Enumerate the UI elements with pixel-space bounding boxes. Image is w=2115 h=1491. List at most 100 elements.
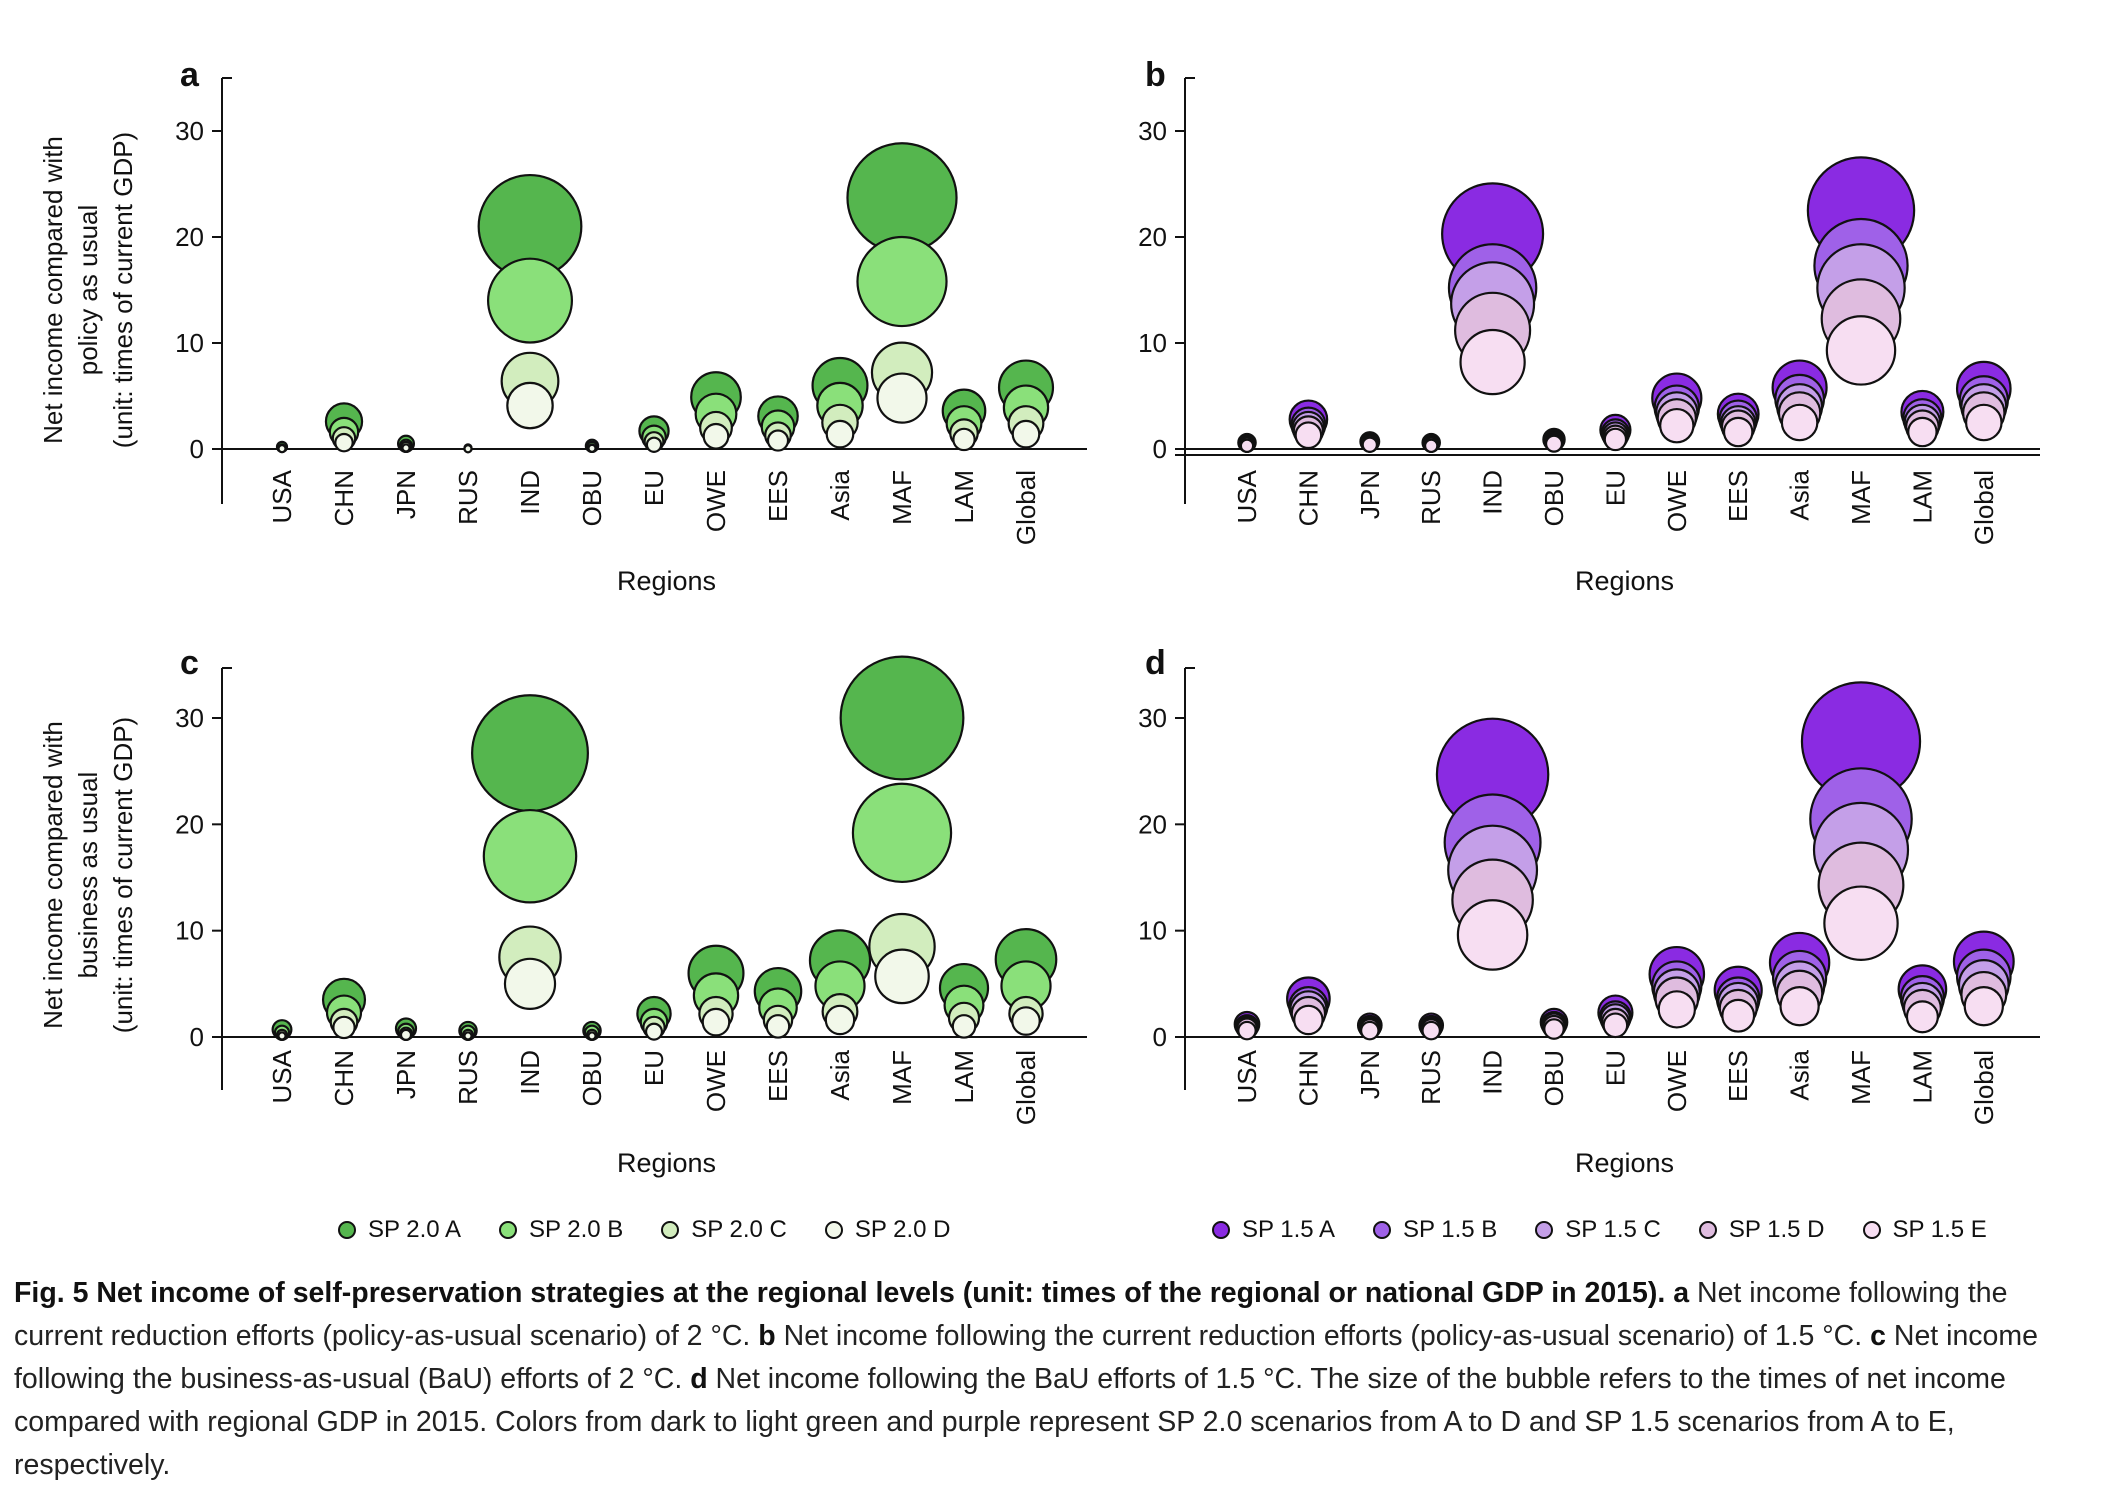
bubble [1011, 419, 1041, 449]
bubble [1239, 438, 1255, 454]
legend-label: SP 1.5 B [1402, 1216, 1498, 1243]
y-tick-label: 10 [1138, 916, 1167, 946]
x-tick-label: CHN [329, 470, 359, 526]
legend-swatch [1535, 1221, 1554, 1239]
panel-a: a 0 10 20 30 USA CHN JPN RUS IND OBU EU OWE EES Asia MA… [38, 56, 1087, 596]
legend-item: SP 1.5 B [1372, 1216, 1498, 1244]
x-axis-title: Regions [1575, 1148, 1674, 1178]
x-tick-label: JPN [391, 470, 421, 519]
legend-label: SP 2.0 D [854, 1216, 951, 1243]
series-sp-2-0-c [277, 341, 1045, 454]
x-tick-label: USA [267, 1049, 297, 1103]
x-tick-label: JPN [391, 1050, 421, 1099]
bubble [1603, 427, 1628, 452]
x-tick-label: EES [1723, 1050, 1753, 1102]
y-tick-label: 10 [175, 328, 204, 358]
x-tick-label: MAF [887, 470, 917, 525]
y-tick-label: 0 [1153, 434, 1167, 464]
y-axis-title-line: (unit: times of current GDP) [108, 132, 138, 448]
x-tick-label: OBU [1539, 470, 1569, 526]
x-tick-label: Asia [1785, 1049, 1815, 1100]
legend-item: SP 2.0 D [824, 1216, 951, 1244]
bubble [1907, 416, 1938, 448]
bubble [1657, 990, 1696, 1029]
legend-item: SP 1.5 A [1212, 1216, 1335, 1244]
bubble [766, 429, 790, 452]
y-axis-title-line: Net income compared with [38, 136, 68, 444]
bubble [587, 1031, 597, 1041]
panel-c: c 0 10 20 30 USA CHN JPN RUS IND OBU EU OWE EES Asia MA… [38, 644, 1087, 1178]
caption-d-text: Net income following the BaU efforts of … [14, 1363, 2006, 1481]
y-tick-label: 20 [175, 222, 204, 252]
bubble [856, 235, 948, 328]
y-tick-label: 10 [175, 916, 204, 946]
y-tick-label: 10 [1138, 328, 1167, 358]
bubble [277, 444, 287, 454]
x-tick-label: CHN [1293, 1050, 1323, 1106]
x-tick-label: USA [1232, 469, 1262, 523]
caption-a-label: a [1673, 1277, 1690, 1309]
x-tick-label: OBU [577, 470, 607, 526]
bubble [1294, 421, 1323, 450]
legend-item: SP 1.5 D [1698, 1216, 1825, 1244]
bubble [1543, 1018, 1565, 1040]
bubble [277, 1031, 287, 1041]
caption-d-label: d [690, 1363, 708, 1395]
bubble [503, 957, 557, 1010]
bubble [587, 443, 597, 453]
y-tick-label: 20 [1138, 809, 1167, 839]
x-tick-label: LAM [1907, 470, 1937, 523]
y-tick-label: 0 [1153, 1022, 1167, 1052]
caption-b-label: b [758, 1320, 776, 1352]
legend-label: SP 2.0 B [528, 1216, 624, 1243]
series-sp-1-5-e [1239, 315, 2003, 454]
figure-caption: Fig. 5 Net income of self-preservation s… [14, 1272, 2084, 1487]
legend-item: SP 1.5 C [1535, 1216, 1661, 1244]
x-tick-label: RUS [453, 1050, 483, 1105]
bubble [401, 443, 411, 453]
x-tick-label: EU [639, 470, 669, 506]
y-axis-title-line: Net income compared with [38, 721, 68, 1029]
legend-purple: SP 1.5 A SP 1.5 B SP 1.5 C SP 1.5 D SP 1.5 E [1212, 1216, 2025, 1244]
bubble [463, 1031, 473, 1041]
bubble [952, 427, 976, 452]
y-tick-label: 0 [190, 434, 204, 464]
legend-swatch [498, 1221, 517, 1239]
bubble [334, 432, 354, 453]
x-tick-label: MAF [1846, 1050, 1876, 1105]
bubble [825, 419, 855, 449]
legend-swatch [1698, 1221, 1717, 1239]
x-tick-label: JPN [1355, 470, 1385, 519]
bubble [701, 1007, 731, 1037]
x-tick-label: Global [1969, 470, 1999, 545]
bubble [399, 1028, 413, 1041]
x-tick-label: IND [1478, 470, 1508, 515]
x-tick-label: OBU [1539, 1050, 1569, 1106]
y-tick-label: 20 [1138, 222, 1167, 252]
legend-swatch [824, 1221, 843, 1239]
y-tick-label: 30 [1138, 116, 1167, 146]
panel-d: d 0 10 20 30 USA CHN JPN RUS IND OBU EU OWE EES Asia MA… [1138, 644, 2040, 1178]
x-tick-label: LAM [1907, 1050, 1937, 1103]
legend-label: SP 1.5 A [1242, 1216, 1335, 1243]
caption-b-text: Net income following the current reducti… [775, 1320, 1863, 1352]
caption-c-text: Net income following the business-as-usu… [14, 1320, 2038, 1395]
legend-label: SP 1.5 E [1892, 1216, 1987, 1243]
bubble [1905, 1000, 1939, 1034]
bubble [486, 257, 574, 344]
bubble [839, 655, 965, 781]
bubble [876, 372, 928, 424]
legend-item: SP 2.0 A [338, 1216, 461, 1244]
bubble [1823, 885, 1899, 961]
x-axis-title: Regions [617, 1148, 716, 1178]
bubble [1456, 899, 1529, 971]
bubble [645, 436, 663, 453]
x-tick-label: Asia [825, 1049, 855, 1100]
legend-label: SP 2.0 C [691, 1216, 787, 1243]
bubble [824, 1004, 856, 1036]
legend-label: SP 2.0 A [368, 1216, 461, 1243]
x-tick-label: OWE [1662, 470, 1692, 532]
x-tick-label: RUS [1416, 1050, 1446, 1105]
bubble [1779, 985, 1820, 1027]
x-tick-label: OWE [701, 470, 731, 532]
